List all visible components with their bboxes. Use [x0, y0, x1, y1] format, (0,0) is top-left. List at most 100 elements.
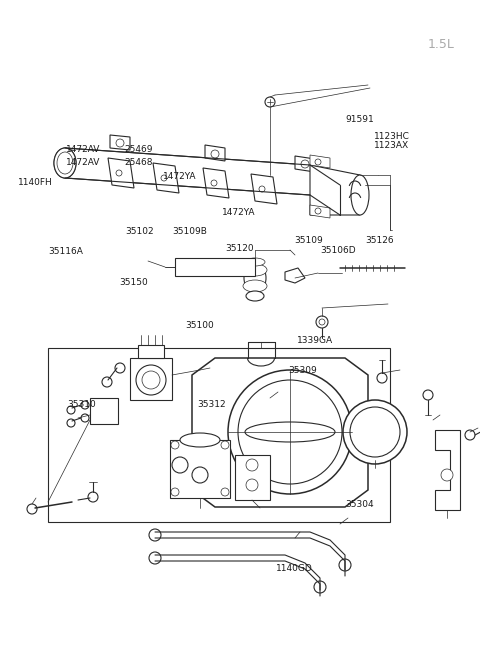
Ellipse shape: [243, 264, 267, 276]
Circle shape: [221, 488, 229, 496]
Circle shape: [350, 407, 400, 457]
Circle shape: [316, 316, 328, 328]
Text: 25469: 25469: [125, 145, 153, 154]
Circle shape: [211, 180, 217, 186]
Polygon shape: [130, 358, 172, 400]
Circle shape: [221, 441, 229, 449]
Circle shape: [172, 457, 188, 473]
Circle shape: [67, 406, 75, 414]
Polygon shape: [170, 440, 230, 498]
Circle shape: [81, 414, 89, 422]
Circle shape: [27, 504, 37, 514]
Circle shape: [211, 150, 219, 158]
Circle shape: [265, 97, 275, 107]
Text: 1472AV: 1472AV: [66, 158, 101, 167]
Polygon shape: [295, 156, 315, 172]
Text: 1472YA: 1472YA: [222, 208, 255, 217]
Text: 35310: 35310: [67, 400, 96, 409]
Bar: [235, 455, 270, 500]
Text: 35106D: 35106D: [321, 246, 356, 255]
Circle shape: [149, 552, 161, 564]
Circle shape: [339, 559, 351, 571]
Polygon shape: [310, 165, 360, 215]
Circle shape: [171, 488, 179, 496]
Circle shape: [67, 419, 75, 427]
Circle shape: [171, 441, 179, 449]
Text: 25468: 25468: [125, 158, 153, 167]
Circle shape: [228, 370, 352, 494]
Text: 35116A: 35116A: [48, 247, 83, 256]
Text: 35304: 35304: [346, 500, 374, 509]
Polygon shape: [435, 430, 460, 510]
Ellipse shape: [243, 280, 267, 292]
Bar: [48, 348, 390, 522]
Text: 1.5L: 1.5L: [428, 38, 455, 51]
Polygon shape: [285, 268, 305, 283]
Polygon shape: [65, 148, 340, 215]
Polygon shape: [108, 158, 134, 188]
Text: 35312: 35312: [197, 400, 226, 409]
Circle shape: [81, 401, 89, 409]
Circle shape: [238, 380, 342, 484]
Text: 1472YA: 1472YA: [163, 172, 197, 181]
Bar: [138, 345, 164, 358]
Circle shape: [441, 469, 453, 481]
Circle shape: [246, 459, 258, 471]
Circle shape: [88, 492, 98, 502]
Polygon shape: [205, 145, 225, 161]
Circle shape: [377, 373, 387, 383]
Circle shape: [315, 159, 321, 165]
Text: 35150: 35150: [119, 278, 148, 288]
Circle shape: [314, 581, 326, 593]
Polygon shape: [110, 135, 130, 150]
Circle shape: [192, 467, 208, 483]
Circle shape: [116, 139, 124, 147]
Text: 35120: 35120: [226, 244, 254, 253]
Ellipse shape: [54, 148, 76, 178]
Circle shape: [149, 529, 161, 541]
Polygon shape: [310, 155, 330, 168]
Text: 91591: 91591: [346, 115, 374, 124]
Ellipse shape: [351, 175, 369, 215]
Text: 35102: 35102: [125, 227, 154, 236]
Circle shape: [423, 390, 433, 400]
Circle shape: [102, 377, 112, 387]
Polygon shape: [203, 168, 229, 198]
Text: 1140GD: 1140GD: [276, 564, 313, 573]
Circle shape: [343, 400, 407, 464]
Circle shape: [142, 371, 160, 389]
Text: 1123AX: 1123AX: [374, 141, 409, 150]
Text: 1472AV: 1472AV: [66, 145, 101, 154]
Circle shape: [136, 365, 166, 395]
Circle shape: [246, 479, 258, 491]
Polygon shape: [153, 163, 179, 193]
Circle shape: [465, 430, 475, 440]
Ellipse shape: [180, 433, 220, 447]
Ellipse shape: [245, 422, 335, 442]
Circle shape: [116, 170, 122, 176]
Bar: [175, 258, 255, 276]
Text: 35309: 35309: [288, 366, 317, 375]
Circle shape: [115, 363, 125, 373]
Text: 1140FH: 1140FH: [18, 178, 53, 187]
Text: 35109: 35109: [295, 236, 324, 245]
Ellipse shape: [244, 263, 266, 293]
Polygon shape: [90, 398, 118, 424]
Ellipse shape: [246, 291, 264, 301]
Text: 1339GA: 1339GA: [297, 336, 333, 345]
Polygon shape: [251, 174, 277, 204]
Text: 35109B: 35109B: [172, 227, 207, 236]
Ellipse shape: [245, 258, 265, 266]
Ellipse shape: [54, 148, 76, 178]
Polygon shape: [192, 358, 368, 507]
Text: 35100: 35100: [185, 321, 214, 330]
Circle shape: [319, 319, 325, 325]
Text: 1123HC: 1123HC: [374, 132, 410, 141]
Polygon shape: [310, 205, 330, 218]
Text: 35126: 35126: [365, 236, 394, 245]
Ellipse shape: [57, 152, 73, 174]
Circle shape: [301, 160, 309, 168]
Circle shape: [161, 175, 167, 181]
Circle shape: [315, 208, 321, 214]
Circle shape: [259, 186, 265, 192]
